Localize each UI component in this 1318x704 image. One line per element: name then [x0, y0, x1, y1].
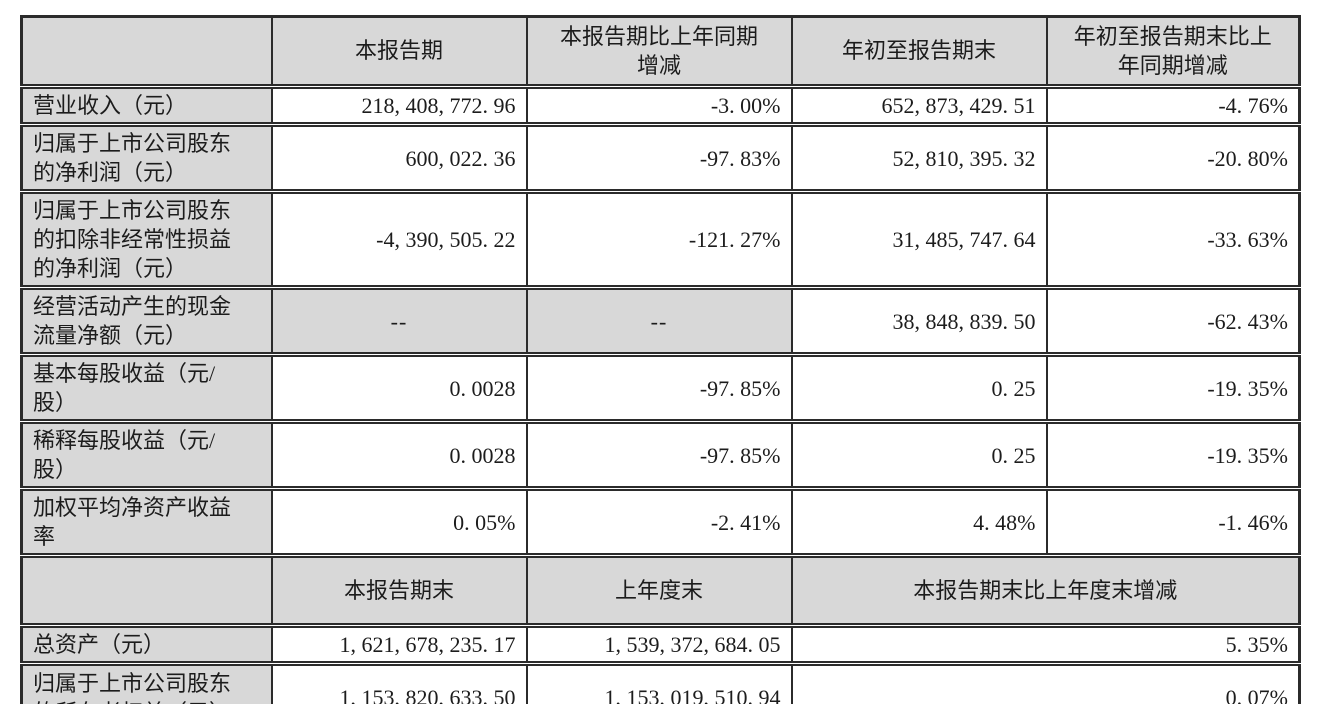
value-yoy-change: -97. 83%	[525, 122, 793, 193]
section1-header-row: 本报告期 本报告期比上年同期 增减 年初至报告期末 年初至报告期末比上 年同期增…	[20, 15, 1301, 88]
table-row-operating-cash-flow: 经营活动产生的现金 流量净额（元） -- -- 38, 848, 839. 50…	[20, 285, 1301, 356]
key-financials-table: 本报告期 本报告期比上年同期 增减 年初至报告期末 年初至报告期末比上 年同期增…	[20, 15, 1301, 704]
metric-label-cell: 经营活动产生的现金 流量净额（元）	[20, 285, 273, 356]
value-yoy-change: -2. 41%	[525, 486, 793, 557]
value-current-period: -4, 390, 505. 22	[270, 189, 528, 289]
value-ytd-yoy-change: -33. 63%	[1045, 189, 1301, 289]
table-row-basic-eps: 基本每股收益（元/ 股） 0. 0028 -97. 85% 0. 25 -19.…	[20, 352, 1301, 423]
value-ytd: 31, 485, 747. 64	[790, 189, 1048, 289]
metric-label-cell: 营业收入（元）	[20, 83, 273, 126]
table-row-weighted-avg-roe: 加权平均净资产收益 率 0. 05% -2. 41% 4. 48% -1. 46…	[20, 486, 1301, 557]
value-current-period: 0. 0028	[270, 352, 528, 423]
header-corner-cell	[20, 553, 273, 627]
metric-label-cell: 加权平均净资产收益 率	[20, 486, 273, 557]
value-change: 0. 07%	[790, 661, 1301, 704]
metric-label-cell: 总资产（元）	[20, 623, 273, 665]
value-ytd-yoy-change: -4. 76%	[1045, 83, 1301, 126]
value-yoy-change: -3. 00%	[525, 83, 793, 126]
value-current-period: 218, 408, 772. 96	[270, 83, 528, 126]
value-ytd-yoy-change: -19. 35%	[1045, 352, 1301, 423]
value-ytd-yoy-change: -62. 43%	[1045, 285, 1301, 356]
header-period-end-change: 本报告期末比上年度末增减	[790, 553, 1301, 627]
metric-label-cell: 基本每股收益（元/ 股）	[20, 352, 273, 423]
header-ytd: 年初至报告期末	[790, 15, 1048, 88]
metric-label-cell: 归属于上市公司股东 的扣除非经常性损益 的净利润（元）	[20, 189, 273, 289]
header-ytd-yoy-change: 年初至报告期末比上 年同期增减	[1045, 15, 1301, 88]
value-ytd: 4. 48%	[790, 486, 1048, 557]
header-period-end: 本报告期末	[270, 553, 528, 627]
table-row-net-profit-excl-nonrecurring: 归属于上市公司股东 的扣除非经常性损益 的净利润（元） -4, 390, 505…	[20, 189, 1301, 289]
table-row-diluted-eps: 稀释每股收益（元/ 股） 0. 0028 -97. 85% 0. 25 -19.…	[20, 419, 1301, 490]
value-yoy-change: -121. 27%	[525, 189, 793, 289]
metric-label-cell: 归属于上市公司股东 的所有者权益（元）	[20, 661, 273, 704]
metric-label-cell: 稀释每股收益（元/ 股）	[20, 419, 273, 490]
value-current-period: 0. 0028	[270, 419, 528, 490]
metric-label-cell: 归属于上市公司股东 的净利润（元）	[20, 122, 273, 193]
value-ytd: 38, 848, 839. 50	[790, 285, 1048, 356]
value-current-period: 0. 05%	[270, 486, 528, 557]
table-row-total-assets: 总资产（元） 1, 621, 678, 235. 17 1, 539, 372,…	[20, 623, 1301, 665]
value-ytd: 0. 25	[790, 352, 1048, 423]
value-change: 5. 35%	[790, 623, 1301, 665]
value-yoy-change: -97. 85%	[525, 352, 793, 423]
header-yoy-change: 本报告期比上年同期 增减	[525, 15, 793, 88]
value-ytd-yoy-change: -19. 35%	[1045, 419, 1301, 490]
value-period-end: 1, 153, 820, 633. 50	[270, 661, 528, 704]
table-row-shareholders-equity: 归属于上市公司股东 的所有者权益（元） 1, 153, 820, 633. 50…	[20, 661, 1301, 704]
table-row-net-profit: 归属于上市公司股东 的净利润（元） 600, 022. 36 -97. 83% …	[20, 122, 1301, 193]
value-prior-year-end: 1, 153, 019, 510. 94	[525, 661, 793, 704]
value-ytd-yoy-change: -20. 80%	[1045, 122, 1301, 193]
financial-summary-table-wrapper: 本报告期 本报告期比上年同期 增减 年初至报告期末 年初至报告期末比上 年同期增…	[20, 15, 1301, 704]
value-ytd-yoy-change: -1. 46%	[1045, 486, 1301, 557]
value-yoy-change-dash: --	[525, 285, 793, 356]
value-ytd: 0. 25	[790, 419, 1048, 490]
value-ytd: 52, 810, 395. 32	[790, 122, 1048, 193]
header-prior-year-end: 上年度末	[525, 553, 793, 627]
section2-header-row: 本报告期末 上年度末 本报告期末比上年度末增减	[20, 553, 1301, 627]
value-current-period-dash: --	[270, 285, 528, 356]
value-period-end: 1, 621, 678, 235. 17	[270, 623, 528, 665]
header-corner-cell	[20, 15, 273, 88]
table-row-revenue: 营业收入（元） 218, 408, 772. 96 -3. 00% 652, 8…	[20, 83, 1301, 126]
value-ytd: 652, 873, 429. 51	[790, 83, 1048, 126]
value-current-period: 600, 022. 36	[270, 122, 528, 193]
value-prior-year-end: 1, 539, 372, 684. 05	[525, 623, 793, 665]
header-current-period: 本报告期	[270, 15, 528, 88]
value-yoy-change: -97. 85%	[525, 419, 793, 490]
